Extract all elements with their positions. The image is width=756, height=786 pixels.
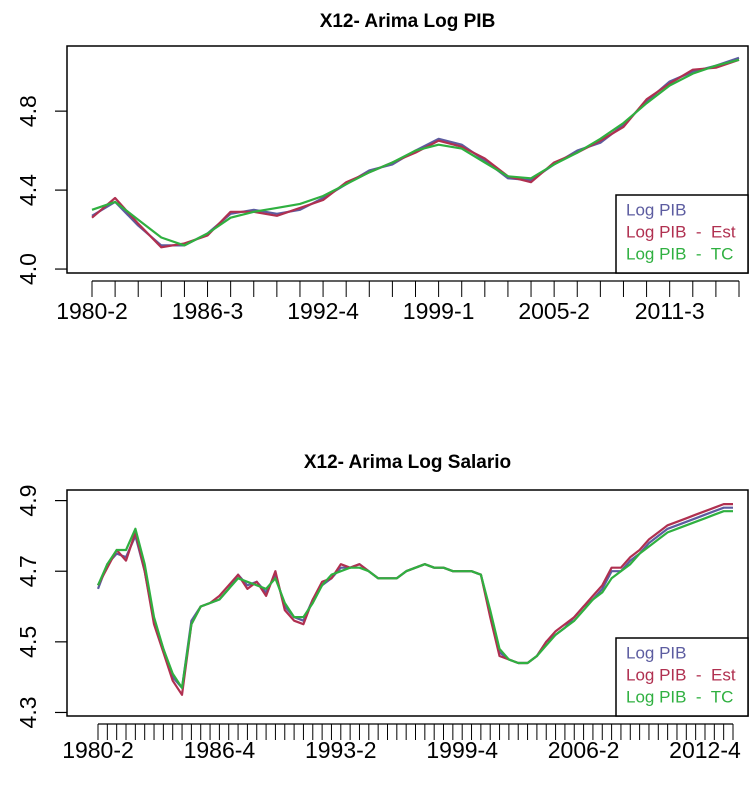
y-tick-label: 4.0	[15, 253, 41, 285]
y-tick-label: 4.9	[15, 485, 41, 517]
chart-title: X12- Arima Log Salario	[304, 452, 511, 473]
legend-label: Log PIB	[626, 200, 687, 219]
y-tick-label: 4.3	[15, 696, 41, 728]
series-line	[91, 58, 740, 247]
x-tick-label: 2011-3	[635, 298, 705, 324]
x-tick-label: 1999-4	[426, 737, 498, 763]
y-tick-label: 4.4	[15, 174, 41, 206]
x-tick-label: 2005-2	[518, 298, 590, 324]
plot-box	[66, 489, 749, 717]
legend-box	[615, 194, 749, 274]
x-tick-label: 1980-2	[62, 737, 134, 763]
x-tick-label: 1999-1	[403, 298, 475, 324]
plot-box	[66, 45, 749, 274]
x-tick-label: 1992-4	[287, 298, 359, 324]
series-line	[96, 510, 733, 689]
legend-label: Log PIB - Est	[626, 665, 736, 684]
x-tick-label: 1993-2	[305, 737, 377, 763]
legend-label: Log PIB	[626, 643, 687, 662]
y-tick-label: 4.5	[15, 626, 41, 658]
chart-title: X12- Arima Log PIB	[320, 11, 496, 32]
x-tick-label: 1986-4	[184, 737, 256, 763]
legend-label: Log PIB - TC	[626, 244, 733, 263]
y-tick-label: 4.8	[15, 95, 41, 127]
x-tick-label: 2006-2	[548, 737, 620, 763]
legend-label: Log PIB - TC	[626, 687, 733, 706]
legend-label: Log PIB - Est	[626, 222, 736, 241]
x-tick-label: 1980-2	[56, 298, 128, 324]
y-tick-label: 4.7	[15, 555, 41, 587]
x-tick-label: 2012-4	[669, 737, 741, 763]
legend-box	[615, 637, 749, 717]
x-tick-label: 1986-3	[172, 298, 244, 324]
